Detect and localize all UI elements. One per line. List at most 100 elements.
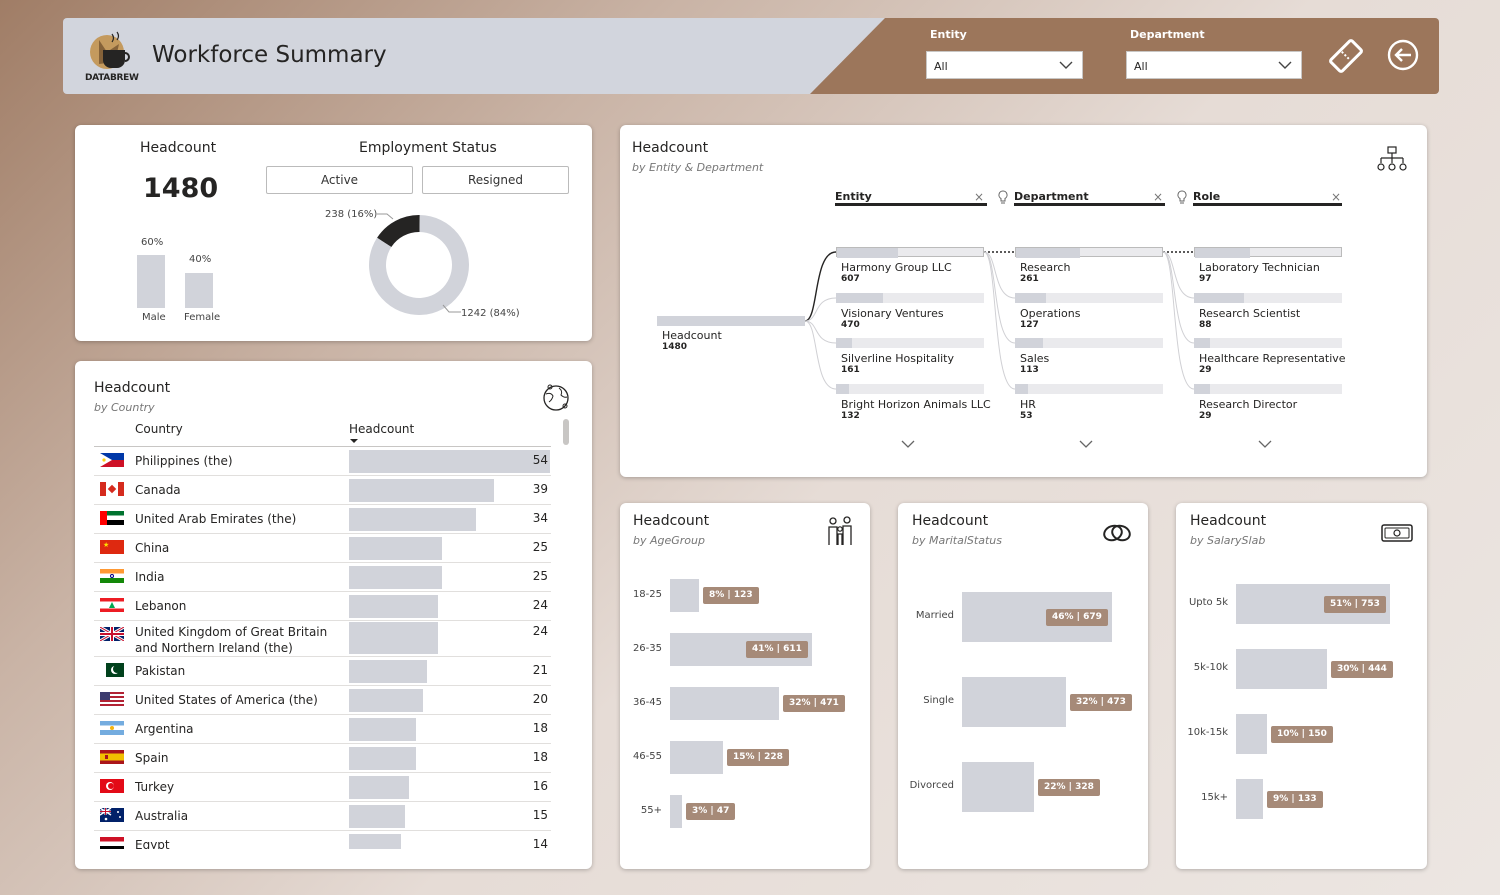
marital-bar[interactable] xyxy=(962,677,1066,727)
decomp-node-label: Operations xyxy=(1020,307,1081,320)
table-row[interactable]: Philippines (the) 54 xyxy=(94,447,551,476)
headcount-bar[interactable] xyxy=(349,747,416,770)
country-table-body[interactable]: Philippines (the) 54 Canada 39 United Arab E… xyxy=(94,447,551,849)
decomp-node-bar[interactable] xyxy=(836,247,984,258)
table-row[interactable]: Turkey 16 xyxy=(94,773,551,802)
employment-donut[interactable] xyxy=(359,205,479,325)
table-scrollbar[interactable] xyxy=(563,419,569,445)
table-row[interactable]: Pakistan 21 xyxy=(94,657,551,686)
headcount-bar[interactable] xyxy=(349,479,494,502)
decomp-node-fill xyxy=(1016,248,1080,258)
headcount-value: 20 xyxy=(532,692,548,706)
table-row[interactable]: Australia 15 xyxy=(94,802,551,831)
table-row[interactable]: Egypt 14 xyxy=(94,831,551,849)
headcount-bar[interactable] xyxy=(349,595,438,618)
table-row[interactable]: Argentina 18 xyxy=(94,715,551,744)
age-data-label: 3% | 47 xyxy=(686,803,736,820)
headcount-bar[interactable] xyxy=(349,834,401,849)
chevron-down-icon[interactable] xyxy=(1078,439,1094,449)
decomp-node-bar[interactable] xyxy=(1194,247,1342,258)
entity-slicer[interactable]: All xyxy=(926,51,1083,79)
decomp-node-bar[interactable] xyxy=(836,338,984,348)
donut-slice-1[interactable] xyxy=(359,205,479,325)
flag-icon xyxy=(100,721,124,735)
lightbulb-icon[interactable] xyxy=(998,190,1008,204)
male-bar[interactable] xyxy=(137,255,165,308)
salary-card-title: Headcount xyxy=(1190,513,1267,529)
level-header-department: Department xyxy=(1014,190,1165,206)
salary-category-label: 15k+ xyxy=(1201,792,1228,803)
col-headcount[interactable]: Headcount xyxy=(349,422,415,436)
headcount-bar[interactable] xyxy=(349,805,405,828)
table-row[interactable]: United Arab Emirates (the) 34 xyxy=(94,505,551,534)
headcount-bar[interactable] xyxy=(349,689,423,712)
headcount-bar[interactable] xyxy=(349,450,550,473)
table-row[interactable]: India 25 xyxy=(94,563,551,592)
ticket-icon[interactable] xyxy=(1328,38,1364,74)
remove-level-icon[interactable]: × xyxy=(1331,190,1342,204)
decomp-node-bar[interactable] xyxy=(1194,293,1342,303)
remove-level-icon[interactable]: × xyxy=(974,190,985,204)
back-arrow-icon[interactable] xyxy=(1386,38,1420,72)
donut-slice-0[interactable] xyxy=(377,205,427,255)
table-row[interactable]: United Kingdom of Great Britain and Nort… xyxy=(94,621,551,657)
col-country[interactable]: Country xyxy=(135,422,183,436)
table-row[interactable]: Spain 18 xyxy=(94,744,551,773)
decomp-node-bar[interactable] xyxy=(1194,338,1342,348)
female-label: Female xyxy=(184,312,221,323)
marital-bar[interactable] xyxy=(962,762,1034,812)
table-row[interactable]: ★ China 25 xyxy=(94,534,551,563)
headcount-bar[interactable] xyxy=(349,622,438,654)
headcount-bar[interactable] xyxy=(349,718,416,741)
salary-bar[interactable] xyxy=(1236,714,1267,754)
male-label: Male xyxy=(142,312,166,323)
flag-icon xyxy=(100,663,124,677)
decomp-node-bar[interactable] xyxy=(836,293,984,303)
headcount-value: 18 xyxy=(532,721,548,735)
table-row[interactable]: Canada 39 xyxy=(94,476,551,505)
salary-card-subtitle: by SalarySlab xyxy=(1190,534,1266,547)
headcount-bar[interactable] xyxy=(349,566,442,589)
decomp-title: Headcount xyxy=(632,140,709,156)
male-pct-label: 60% xyxy=(141,237,164,248)
decomp-node-bar[interactable] xyxy=(1015,384,1163,394)
headcount-bar[interactable] xyxy=(349,660,427,683)
country-name: Lebanon xyxy=(135,599,187,613)
headcount-bar[interactable] xyxy=(349,537,442,560)
table-row[interactable]: United States of America (the) 20 xyxy=(94,686,551,715)
female-bar[interactable] xyxy=(185,273,213,308)
age-bar[interactable] xyxy=(670,795,682,828)
salary-bar[interactable] xyxy=(1236,779,1263,819)
decomp-node-bar[interactable] xyxy=(1194,384,1342,394)
flag-icon xyxy=(100,750,124,764)
resigned-button[interactable]: Resigned xyxy=(422,166,569,194)
age-bar[interactable] xyxy=(670,687,779,720)
leader-line xyxy=(442,304,461,313)
flag-icon xyxy=(100,627,124,641)
decomp-node-bar[interactable] xyxy=(1015,293,1163,303)
age-bar[interactable] xyxy=(670,741,723,774)
department-slicer[interactable]: All xyxy=(1126,51,1302,79)
table-row[interactable]: Lebanon 24 xyxy=(94,592,551,621)
decomp-node-bar[interactable] xyxy=(1015,247,1163,258)
sort-desc-icon[interactable] xyxy=(349,438,359,444)
decomp-node-fill xyxy=(1015,338,1043,348)
decomp-node-value: 53 xyxy=(1020,411,1033,421)
decomp-node-label: Healthcare Representative xyxy=(1199,352,1346,365)
decomp-node-value: 127 xyxy=(1020,320,1039,330)
active-button[interactable]: Active xyxy=(266,166,413,194)
age-group-card: Headcount by AgeGroup 18-25 8% | 123 26-35… xyxy=(620,503,870,869)
headcount-bar[interactable] xyxy=(349,508,476,531)
chevron-down-icon[interactable] xyxy=(900,439,916,449)
country-name: Spain xyxy=(135,751,169,765)
lightbulb-icon[interactable] xyxy=(1177,190,1187,204)
age-bar[interactable] xyxy=(670,579,699,612)
remove-level-icon[interactable]: × xyxy=(1153,190,1164,204)
chevron-down-icon[interactable] xyxy=(1257,439,1273,449)
salary-bar[interactable] xyxy=(1236,649,1327,689)
decomp-node-bar[interactable] xyxy=(836,384,984,394)
decomp-node-bar[interactable] xyxy=(1015,338,1163,348)
root-node-bar[interactable] xyxy=(657,316,805,326)
headcount-value: 18 xyxy=(532,750,548,764)
headcount-bar[interactable] xyxy=(349,776,409,799)
